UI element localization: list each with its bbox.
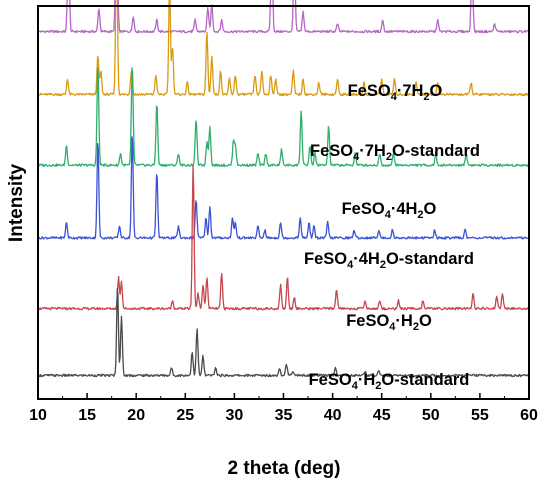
x-tick-label: 35 [275,407,293,424]
series-label: FeSO4·4H2O [342,200,437,221]
series-line [37,165,530,311]
x-tick-label: 20 [127,407,145,424]
series-label: FeSO4·4H2O-standard [304,250,474,271]
series-label: FeSO4·7H2O-standard [310,142,480,163]
x-tick-label: 25 [176,407,194,424]
x-tick-label: 45 [373,407,391,424]
x-tick-label: 50 [422,407,440,424]
x-tick-label: 55 [471,407,489,424]
x-axis-title: 2 theta (deg) [228,458,341,479]
x-tick-label: 60 [520,407,538,424]
x-tick-label: 10 [29,407,47,424]
x-axis-ticks: 10 15 20 25 30 35 40 45 50 55 60 [29,393,538,424]
x-tick-label: 40 [324,407,342,424]
series-line [37,67,530,167]
x-tick-label: 15 [78,407,96,424]
series-line [37,288,530,378]
plot-frame [37,5,530,400]
series-line [37,0,530,34]
y-axis-title: Intensity [6,164,27,243]
series-traces [37,0,530,378]
x-tick-label: 30 [226,407,244,424]
series-label: FeSO4·H2O-standard [309,371,470,392]
series-labels: FeSO4·7H2O FeSO4·7H2O-standard FeSO4·4H2O F… [304,82,480,392]
series-line [37,136,530,240]
series-label: FeSO4·H2O [346,312,432,333]
series-line [37,0,530,97]
series-label: FeSO4·7H2O [348,82,443,103]
